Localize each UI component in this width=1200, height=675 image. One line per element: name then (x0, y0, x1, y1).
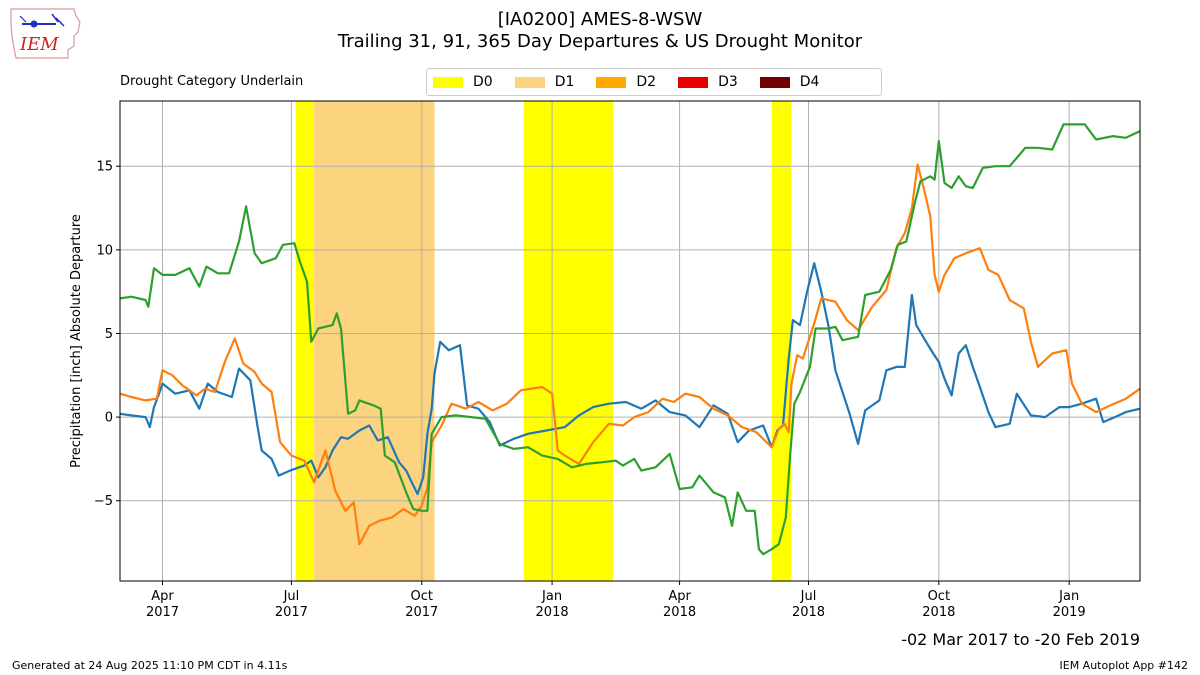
iowa-outline-icon (10, 8, 81, 59)
y-tick-label: 15 (96, 160, 113, 175)
legend-swatch (596, 76, 627, 88)
y-tick-label: 0 (105, 411, 113, 426)
plot-frame (119, 100, 1141, 582)
chart-subtitle: Trailing 31, 91, 365 Day Departures & US… (337, 31, 863, 52)
y-axis: −5 0 5 10 15 (94, 160, 120, 509)
legend-swatch (678, 76, 709, 88)
gridlines (120, 101, 1140, 581)
y-tick-label: −5 (94, 494, 113, 509)
drought-bands (295, 101, 792, 581)
x-tick-label: Jul (283, 589, 300, 604)
date-range: -02 Mar 2017 to -20 Feb 2019 (901, 630, 1140, 649)
legend-item-d3: D3 (678, 74, 738, 90)
x-tick-year-label: 2017 (275, 605, 308, 620)
x-tick-year-label: 2018 (536, 605, 569, 620)
legend-label: D0 (473, 74, 493, 90)
legend-caption: Drought Category Underlain (120, 74, 304, 89)
series-line-2 (119, 163, 1141, 546)
x-tick-label: Apr (151, 589, 174, 604)
legend-swatch (514, 76, 545, 88)
legend-item-d4: D4 (759, 74, 820, 90)
logo-text: IEM (20, 34, 59, 55)
x-tick-label: Oct (411, 589, 433, 604)
legend-label: D4 (799, 74, 820, 90)
series-line-1 (119, 262, 1141, 496)
iem-logo: IEM (8, 6, 82, 60)
app-note: IEM Autoplot App #142 (1059, 659, 1189, 672)
x-tick-year-label: 2017 (405, 605, 438, 620)
x-axis: Apr2017Jul2017Oct2017Jan2018Apr2018Jul20… (146, 581, 1086, 620)
x-tick-label: Apr (668, 589, 691, 604)
x-tick-label: Jan (541, 589, 562, 604)
legend-item-d0: D0 (433, 74, 493, 90)
generated-note: Generated at 24 Aug 2025 11:10 PM CDT in… (12, 659, 288, 672)
x-tick-year-label: 2017 (146, 605, 179, 620)
drought-legend: D0 D1 D2 D3 D4 (426, 68, 882, 96)
series-line-3 (119, 123, 1141, 556)
x-tick-year-label: 2018 (922, 605, 955, 620)
y-tick-label: 10 (96, 243, 113, 258)
legend-item-d2: D2 (596, 74, 656, 90)
legend-label: D2 (636, 74, 657, 90)
x-tick-label: Oct (928, 589, 950, 604)
x-tick-label: Jul (800, 589, 817, 604)
y-tick-label: 5 (105, 327, 113, 342)
x-tick-year-label: 2018 (792, 605, 825, 620)
legend-label: D1 (554, 74, 575, 90)
legend-item-d1: D1 (514, 74, 575, 90)
drought-band-d0 (523, 101, 613, 581)
chart-title: [IA0200] AMES-8-WSW (497, 9, 703, 30)
y-axis-label: Precipitation [inch] Absolute Departure (69, 214, 84, 468)
x-tick-year-label: 2018 (663, 605, 696, 620)
series-lines (119, 123, 1141, 556)
legend-swatch (759, 76, 790, 88)
drought-band-d0 (771, 101, 792, 581)
legend-label: D3 (718, 74, 738, 90)
legend-swatch (433, 76, 463, 88)
x-tick-label: Jan (1058, 589, 1079, 604)
x-tick-year-label: 2019 (1053, 605, 1086, 620)
